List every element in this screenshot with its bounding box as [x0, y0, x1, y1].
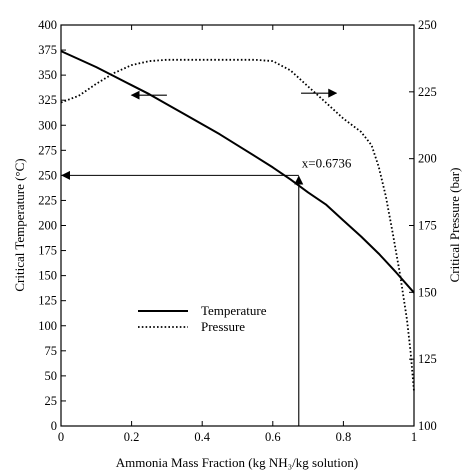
left-y-tick-label: 175 [38, 244, 57, 258]
left-y-tick-label: 250 [38, 168, 57, 182]
left-y-tick-label: 75 [45, 344, 58, 358]
x-tick-label: 0.6 [265, 430, 281, 444]
right-y-axis-title: Critical Pressure (bar) [447, 168, 462, 283]
temperature-series-line [60, 50, 415, 294]
left-y-tick-label: 225 [38, 193, 57, 207]
right-y-tick-label: 100 [418, 419, 437, 433]
plot-frame [60, 24, 415, 427]
x-tick-label: 0.8 [336, 430, 352, 444]
x-tick-label: 0.4 [194, 430, 210, 444]
right-y-tick-label: 175 [418, 219, 437, 233]
left-y-tick-label: 150 [38, 269, 57, 283]
left-y-tick-label: 350 [38, 68, 57, 82]
x-tick-label: 1 [411, 430, 417, 444]
left-y-tick-label: 25 [45, 394, 58, 408]
right-y-tick-label: 250 [418, 18, 437, 32]
x-axis-title: Ammonia Mass Fraction (kg NH₃/kg solutio… [116, 455, 359, 470]
x-tick-label: 0 [58, 430, 64, 444]
left-y-axis-title: Critical Temperature (°C) [12, 158, 27, 291]
right-y-tick-label: 225 [418, 85, 437, 99]
point-label: x=0.6736 [302, 155, 352, 170]
left-y-axis-ticks: 0 25 50 75 100 125 150 175 200 225 250 275 300 325 350… [38, 18, 66, 433]
left-y-tick-label: 400 [38, 18, 57, 32]
left-y-tick-label: 325 [38, 93, 57, 107]
left-y-tick-label: 100 [38, 319, 57, 333]
legend: Temperature Pressure [138, 303, 267, 334]
legend-pressure-label: Pressure [201, 319, 245, 334]
legend-temperature-label: Temperature [201, 303, 267, 318]
left-y-tick-label: 50 [45, 369, 58, 383]
left-y-tick-label: 200 [38, 219, 57, 233]
left-y-tick-label: 300 [38, 118, 57, 132]
annotation-layer: x=0.6736 [61, 88, 352, 426]
right-y-tick-label: 200 [418, 152, 437, 166]
pressure-series-line [60, 58, 415, 392]
series-layer [60, 50, 415, 392]
left-y-tick-label: 0 [51, 419, 57, 433]
x-axis-ticks: 0 0.2 0.4 0.6 0.8 1 [58, 25, 417, 444]
x-tick-label: 0.2 [124, 430, 140, 444]
right-y-axis-ticks: 100 125 150 175 200 225 250 [409, 18, 437, 433]
left-y-tick-label: 275 [38, 143, 57, 157]
right-y-tick-label: 150 [418, 285, 437, 299]
right-y-tick-label: 125 [418, 352, 437, 366]
left-y-tick-label: 125 [38, 294, 57, 308]
left-y-tick-label: 375 [38, 43, 57, 57]
